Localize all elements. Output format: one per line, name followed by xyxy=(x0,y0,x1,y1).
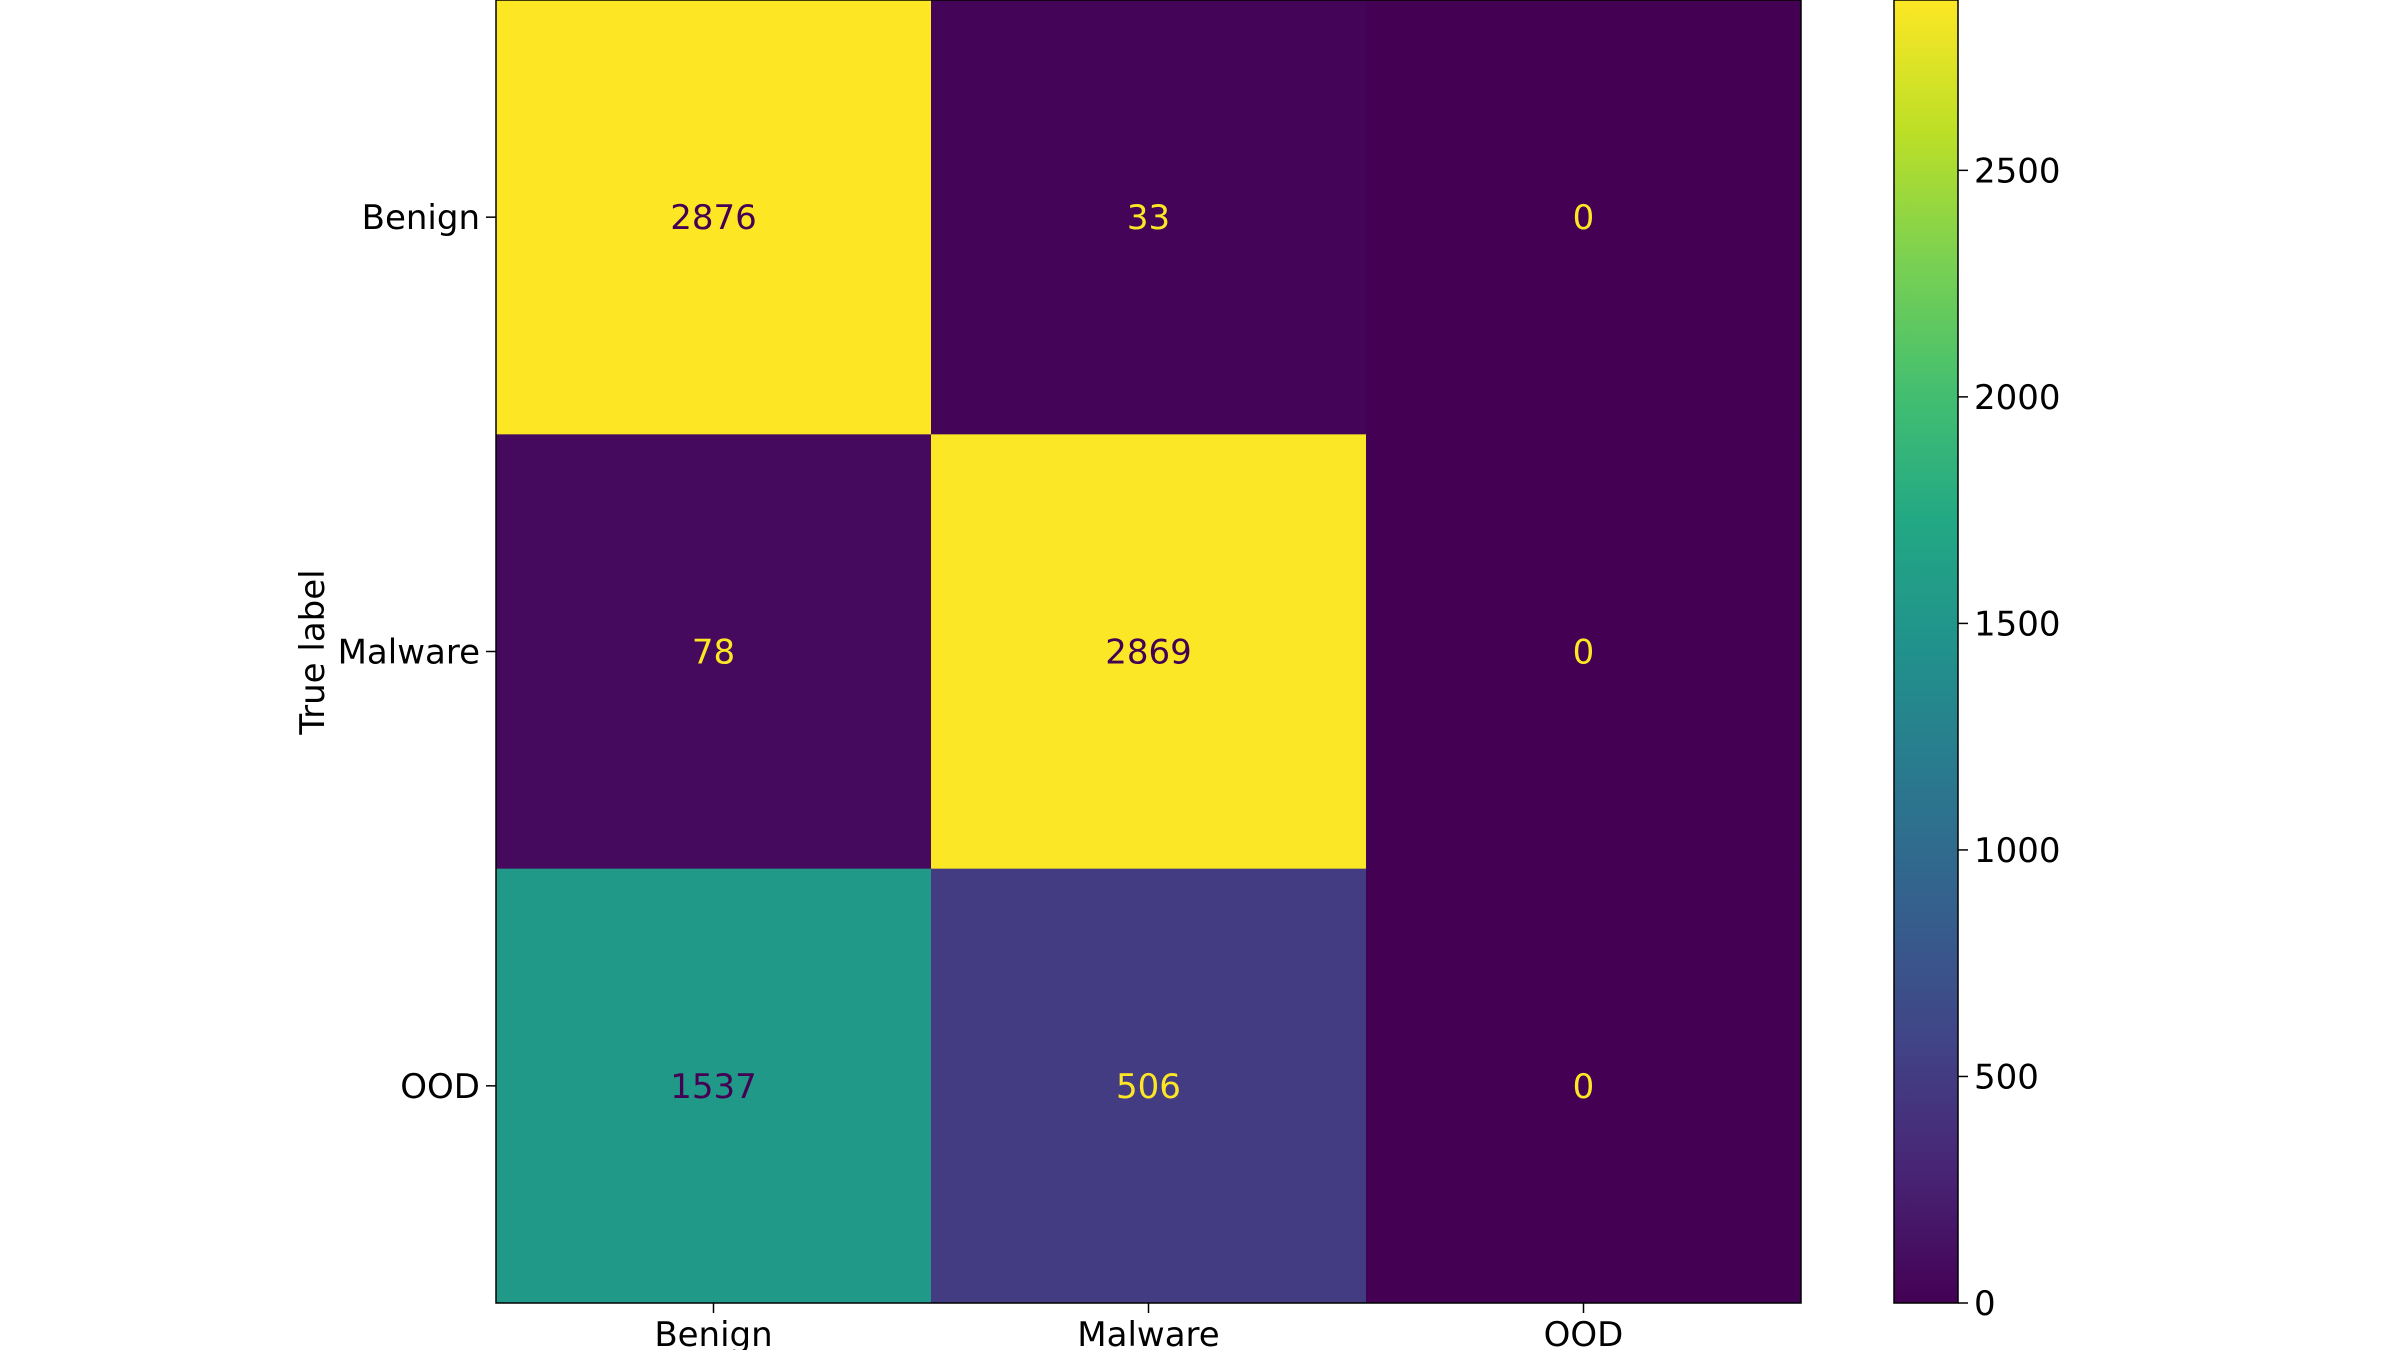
cell-value-label: 1537 xyxy=(670,1067,757,1107)
colorbar-tick-label: 500 xyxy=(1974,1057,2039,1097)
cell-value-label: 33 xyxy=(1127,198,1170,238)
colorbar-tick-label: 2000 xyxy=(1974,378,2061,418)
heatmap-cell xyxy=(931,868,1367,1304)
y-axis-title: True label xyxy=(293,569,333,735)
x-tick-label: Malware xyxy=(1077,1315,1219,1350)
heatmap-cell xyxy=(496,434,932,870)
x-axis-ticks: Benign Malware OOD xyxy=(654,1303,1623,1350)
cell-value-label: 0 xyxy=(1573,633,1595,673)
y-axis-ticks: Benign Malware OOD xyxy=(338,198,496,1107)
heatmap-cell xyxy=(931,0,1367,435)
colorbar-tick-label: 1000 xyxy=(1974,831,2061,871)
heatmap-cell xyxy=(931,434,1367,870)
cell-value-label: 0 xyxy=(1573,1067,1595,1107)
y-tick-label: Benign xyxy=(362,198,480,238)
cell-value-label: 506 xyxy=(1116,1067,1181,1107)
heatmap-cells xyxy=(496,0,1802,1304)
y-tick-label: Malware xyxy=(338,633,480,673)
cell-value-labels: 2876 33 0 78 2869 0 1537 506 0 xyxy=(670,198,1594,1107)
cell-value-label: 78 xyxy=(692,633,735,673)
colorbar xyxy=(1893,0,1959,1304)
x-tick-label: Benign xyxy=(654,1315,772,1350)
heatmap-cell xyxy=(1366,434,1802,870)
cell-value-label: 2869 xyxy=(1105,633,1192,673)
cell-value-label: 0 xyxy=(1573,198,1595,238)
heatmap-cell xyxy=(496,868,932,1304)
cell-value-label: 2876 xyxy=(670,198,757,238)
y-tick-label: OOD xyxy=(400,1067,480,1107)
x-tick-label: OOD xyxy=(1544,1315,1624,1350)
colorbar-tick-label: 2500 xyxy=(1974,151,2061,191)
colorbar-tick-label: 1500 xyxy=(1974,604,2061,644)
heatmap-cell xyxy=(1366,0,1802,435)
colorbar-tick-label: 0 xyxy=(1974,1284,1996,1324)
heatmap-cell xyxy=(496,0,932,435)
colorbar-ticks: 0 500 1000 1500 2000 2500 xyxy=(1958,151,2061,1324)
heatmap-cell xyxy=(1366,868,1802,1304)
